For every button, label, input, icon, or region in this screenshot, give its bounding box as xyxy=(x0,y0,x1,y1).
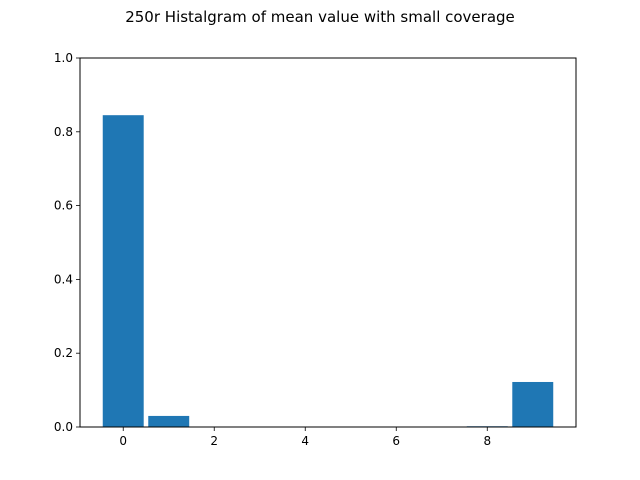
x-tick-label: 8 xyxy=(483,434,491,448)
bar-9 xyxy=(512,381,554,427)
y-axis-ticks: 0.0 0.2 0.4 0.6 0.8 1.0 xyxy=(54,51,80,434)
bars xyxy=(102,115,554,427)
y-tick-label: 0.8 xyxy=(54,125,73,139)
plot-frame xyxy=(79,57,577,428)
x-axis-ticks: 0 2 4 6 8 xyxy=(119,427,491,448)
y-tick-label: 0.2 xyxy=(54,346,73,360)
bar-1 xyxy=(148,415,190,427)
y-tick-label: 0.0 xyxy=(54,420,73,434)
x-tick-label: 0 xyxy=(119,434,127,448)
x-tick-label: 2 xyxy=(210,434,218,448)
x-tick-label: 4 xyxy=(301,434,309,448)
chart-title: 250r Histalgram of mean value with small… xyxy=(125,8,515,26)
y-tick-label: 0.4 xyxy=(54,272,73,286)
y-tick-label: 1.0 xyxy=(54,51,73,65)
x-tick-label: 6 xyxy=(392,434,400,448)
y-tick-label: 0.6 xyxy=(54,199,73,213)
bar-0 xyxy=(102,115,144,427)
